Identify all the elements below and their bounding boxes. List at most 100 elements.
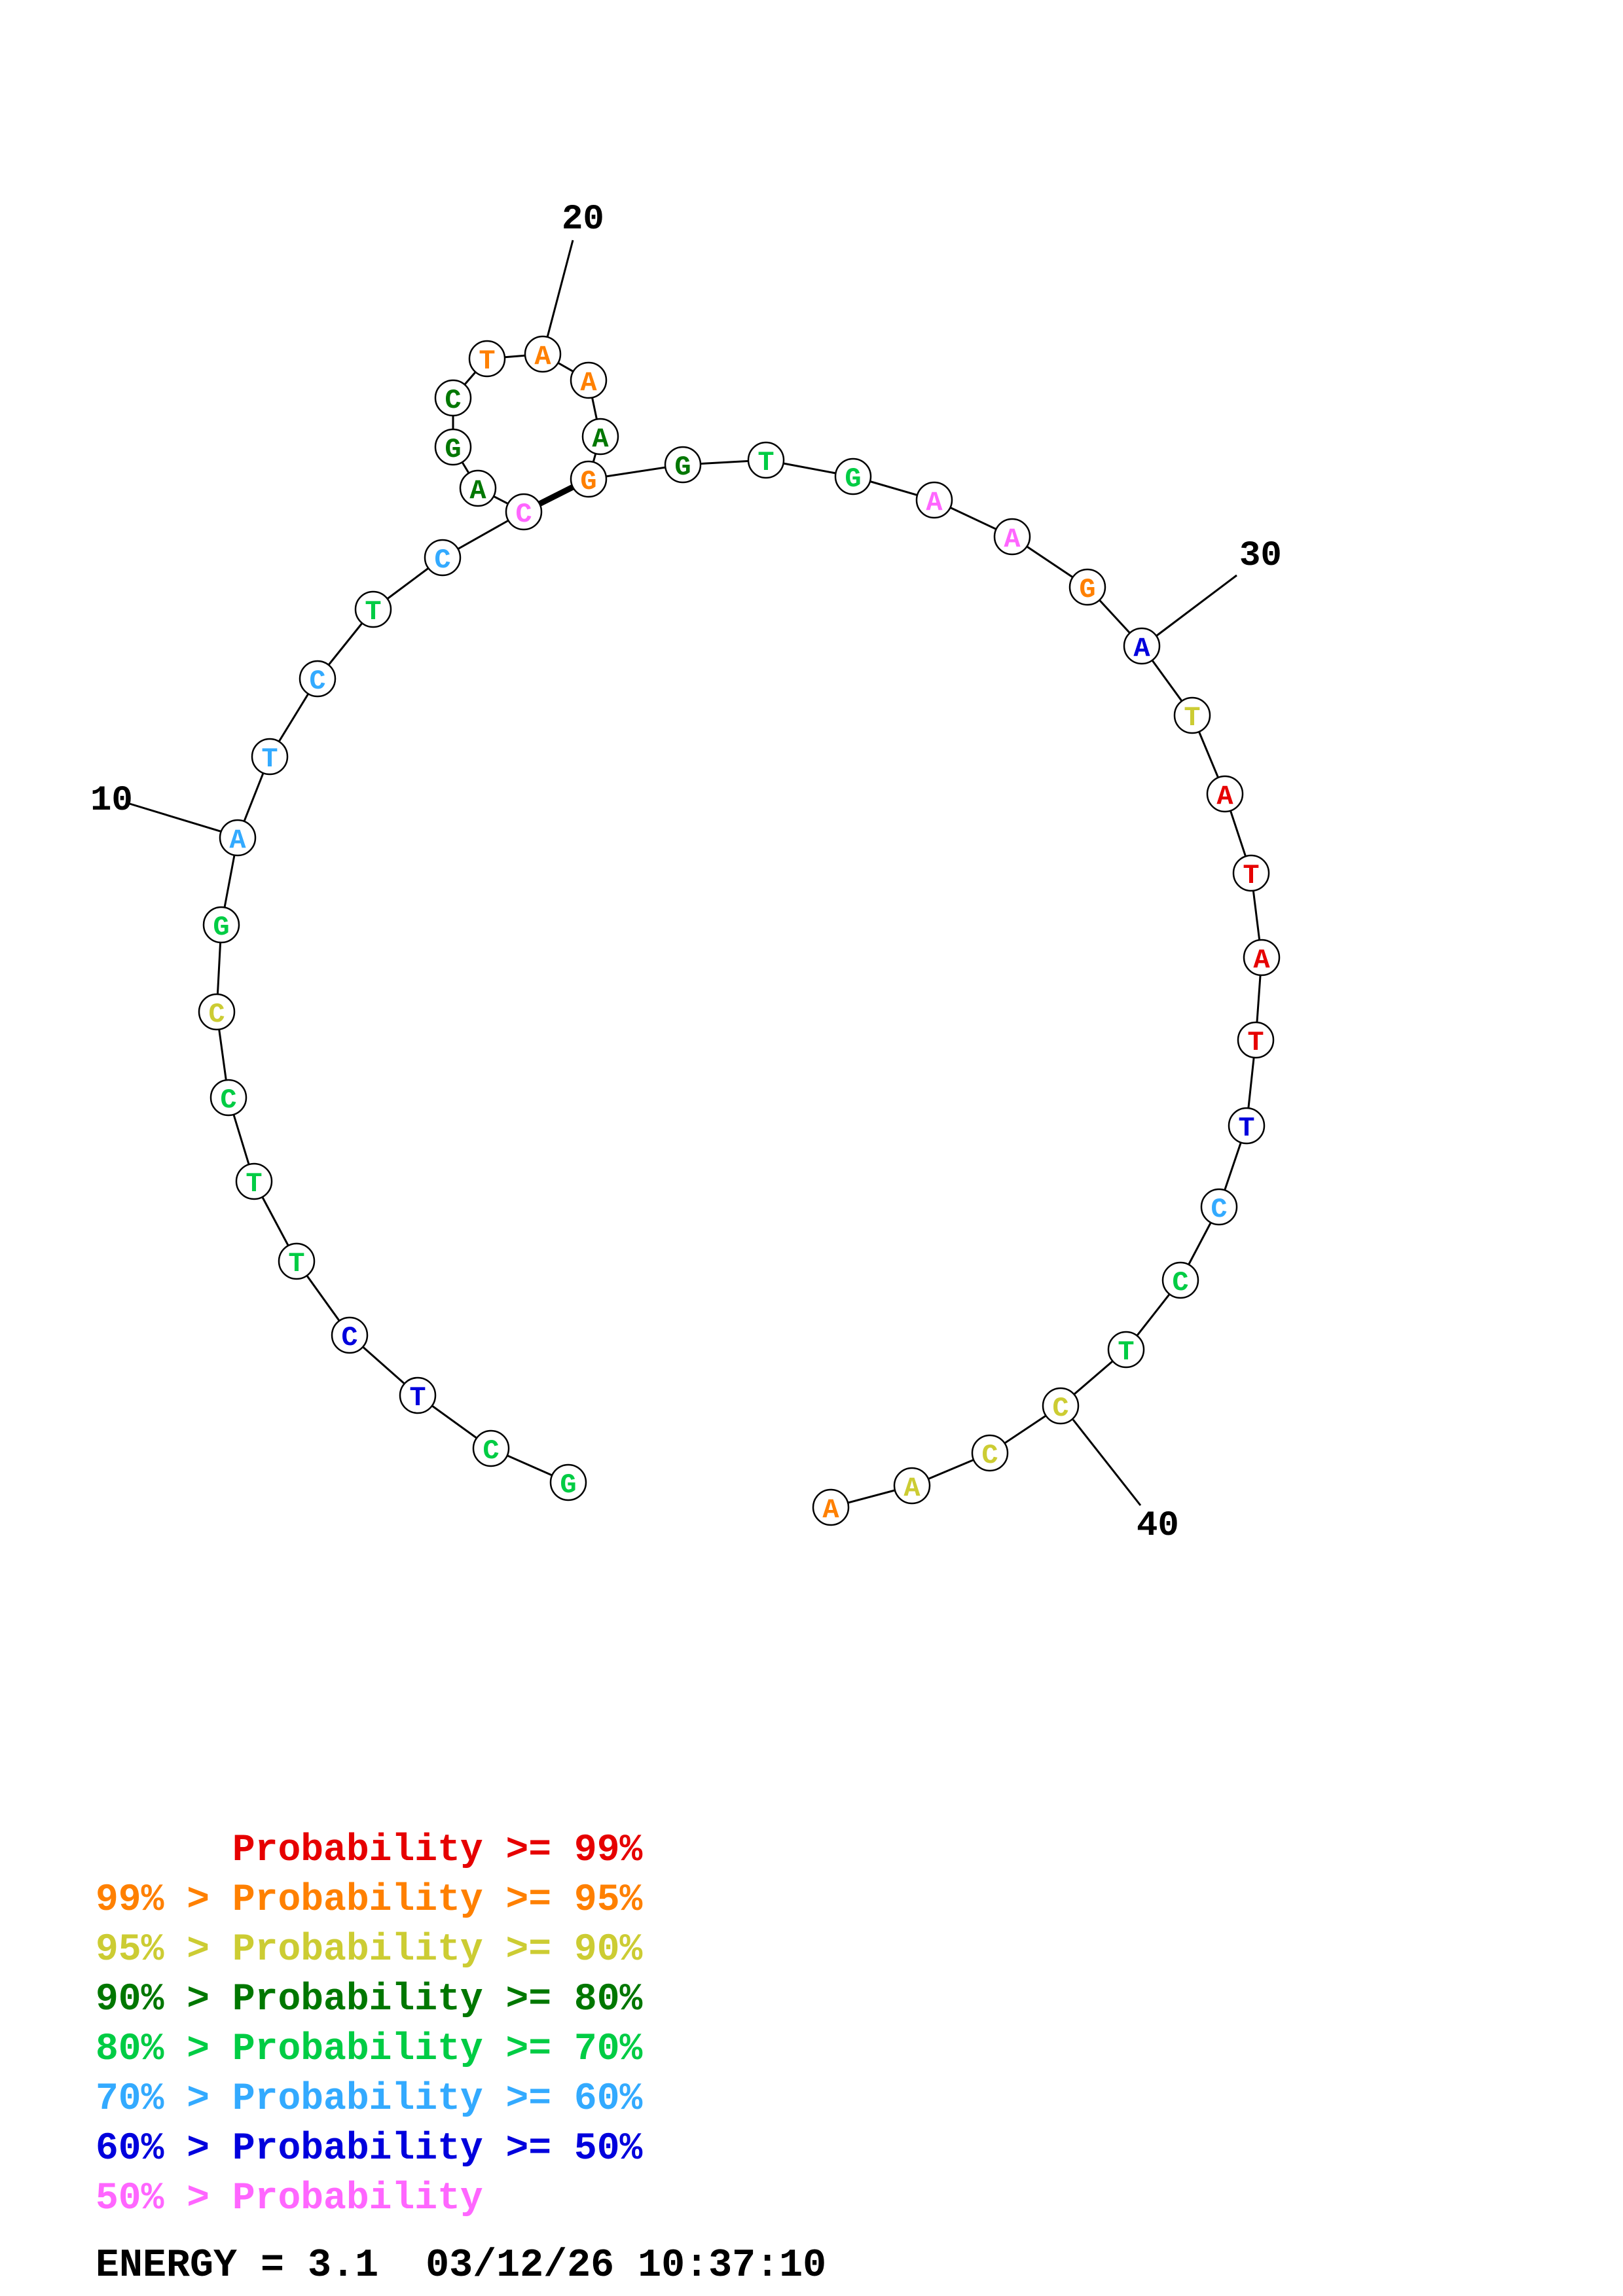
nucleotide-circle [1232, 854, 1270, 892]
nucleotide-circle [1206, 775, 1244, 813]
nucleotide-base: C [309, 666, 325, 697]
nucleotide-circle [1237, 1021, 1275, 1059]
nucleotide-circle [812, 1488, 850, 1526]
nucleotide-circle [472, 1429, 510, 1467]
nucleotide-base: A [592, 423, 609, 455]
position-tick [1072, 1419, 1142, 1506]
legend-line: 60% > Probability >= 50% [96, 2128, 643, 2170]
nucleotide-base: C [981, 1440, 998, 1471]
nucleotide-circle [235, 1162, 273, 1200]
nucleotide-circle [219, 819, 257, 857]
nucleotide-circle [459, 469, 497, 507]
nucleotide-circle [915, 481, 953, 519]
nucleotide-base: C [1172, 1267, 1188, 1299]
position-tick [1154, 574, 1237, 639]
nucleotide-circle [747, 441, 785, 479]
nucleotide-base: A [903, 1473, 921, 1504]
nucleotide-base: T [1243, 860, 1259, 891]
nucleotide-base: T [288, 1248, 304, 1280]
nucleotide-circle [399, 1376, 437, 1414]
nucleotide-circle [1228, 1107, 1266, 1145]
nucleotide-base: G [1079, 574, 1095, 605]
nucleotide-base: C [220, 1085, 236, 1116]
nucleotide-base: A [822, 1494, 839, 1526]
nucleotide-base: G [213, 912, 229, 943]
legend-line: 90% > Probability >= 80% [96, 1979, 643, 2021]
nucleotide-base: C [1211, 1194, 1227, 1225]
nucleotide-base: T [1118, 1336, 1134, 1368]
nucleotide-circle [893, 1467, 931, 1505]
nucleotide-circle [1123, 627, 1161, 665]
nucleotide-circle [1107, 1331, 1145, 1369]
nucleotide-base: C [341, 1322, 357, 1354]
nucleotide-circle [299, 660, 337, 698]
nucleotide-circle [1200, 1188, 1238, 1226]
nucleotide-circle [1243, 939, 1281, 977]
position-label: 30 [1239, 536, 1282, 576]
energy-caption: ENERGY = 3.1 03/12/26 10:37:10 [96, 2244, 827, 2288]
legend-line: 80% > Probability >= 70% [96, 2028, 643, 2071]
nucleotide-base: G [845, 463, 861, 495]
nucleotide-circle [424, 539, 462, 577]
nucleotide-base: C [434, 545, 450, 576]
nucleotide-base: A [1253, 944, 1270, 976]
position-tick [545, 240, 574, 343]
nucleotide-base: G [580, 466, 596, 497]
nucleotide-base: T [365, 596, 381, 628]
nucleotide-base: T [1247, 1027, 1264, 1058]
nucleotide-circle [198, 993, 236, 1031]
nucleotide-base: C [208, 999, 225, 1030]
nucleotide-base: A [1216, 781, 1233, 812]
nucleotide-circle [434, 428, 472, 466]
nucleotide-base: C [483, 1435, 499, 1467]
nucleotide-base: A [469, 475, 486, 507]
nucleotide-base: T [757, 447, 774, 478]
nucleotide-circle [664, 446, 702, 484]
nucleotide-base: C [515, 499, 532, 530]
nucleotide-circle [993, 518, 1031, 556]
nucleotide-circle [468, 340, 506, 378]
nucleotide-circle [1042, 1387, 1080, 1425]
position-label: 10 [90, 781, 133, 821]
legend-line: 70% > Probability >= 60% [96, 2078, 643, 2121]
nucleotide-base: T [261, 744, 278, 775]
nucleotide-circle [210, 1079, 247, 1117]
position-label: 20 [562, 200, 604, 240]
nucleotide-circle [834, 457, 872, 495]
nucleotide-circle [570, 361, 608, 399]
nucleotide-circle [331, 1316, 369, 1354]
nucleotide-base: A [580, 367, 597, 399]
nucleotide-base: A [534, 341, 551, 372]
legend-line: 50% > Probability [96, 2178, 483, 2220]
nucleotide-base: T [1238, 1113, 1254, 1144]
nucleotide-base: T [246, 1168, 262, 1200]
nucleotide-circle [1161, 1261, 1199, 1299]
nucleotide-circle [202, 906, 240, 944]
nucleotide-base: A [1004, 524, 1021, 555]
nucleotide-circle [549, 1463, 587, 1501]
legend-line: Probability >= 99% [96, 1829, 643, 1872]
legend-line: 99% > Probability >= 95% [96, 1879, 643, 1922]
nucleotide-circle [505, 493, 543, 531]
nucleotide-base: A [229, 825, 246, 856]
nucleotide-base: A [1133, 633, 1150, 664]
nucleotide-circle [434, 379, 472, 417]
nucleotide-circle [251, 738, 289, 776]
nucleotide-circle [354, 590, 392, 628]
nucleotide-base: A [926, 487, 943, 518]
position-label: 40 [1137, 1506, 1179, 1546]
nucleotide-circle [1068, 568, 1106, 606]
probability-legend: Probability >= 99% 99% > Probability >= 9… [96, 1826, 642, 2224]
nucleotide-base: G [445, 434, 461, 465]
legend-line: 95% > Probability >= 90% [96, 1929, 643, 1971]
nucleotide-circle [1173, 696, 1211, 734]
nucleotide-circle [570, 460, 608, 498]
nucleotide-base: T [479, 346, 495, 377]
nucleotide-circle [524, 335, 562, 373]
nucleotide-base: T [409, 1382, 426, 1414]
nucleotide-base: C [445, 385, 461, 416]
nucleotide-circle [581, 418, 619, 456]
nucleotide-base: G [560, 1469, 576, 1501]
